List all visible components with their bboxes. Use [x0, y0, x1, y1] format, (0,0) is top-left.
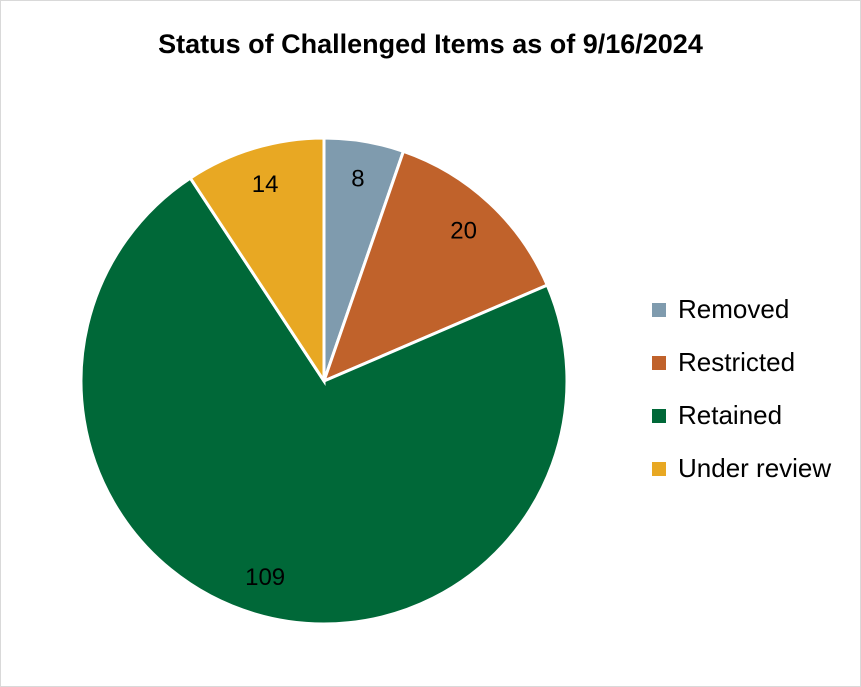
legend: Removed Restricted Retained Under review	[652, 283, 831, 495]
data-label-under-review: 14	[252, 171, 279, 198]
pie-slice-restricted	[321, 149, 550, 384]
data-label-restricted: 20	[450, 217, 477, 244]
data-label-retained: 109	[245, 564, 285, 591]
legend-item-retained: Retained	[652, 389, 831, 442]
data-label-removed: 8	[351, 165, 364, 192]
legend-item-removed: Removed	[652, 283, 831, 336]
legend-label-restricted: Restricted	[678, 347, 796, 377]
pie-slice-retained	[79, 175, 569, 626]
legend-label-retained: Retained	[678, 400, 783, 430]
legend-swatch-retained	[652, 408, 666, 423]
legend-swatch-removed	[652, 302, 666, 317]
legend-item-restricted: Restricted	[652, 336, 831, 389]
legend-label-removed: Removed	[678, 294, 790, 324]
legend-label-under-review: Under review	[678, 453, 832, 483]
legend-swatch-restricted	[652, 355, 666, 370]
legend-item-under-review: Under review	[652, 442, 831, 495]
legend-swatch-under-review	[652, 461, 666, 476]
pie-slice-under-review	[188, 136, 326, 387]
chart-title: Status of Challenged Items as of 9/16/20…	[158, 29, 703, 59]
